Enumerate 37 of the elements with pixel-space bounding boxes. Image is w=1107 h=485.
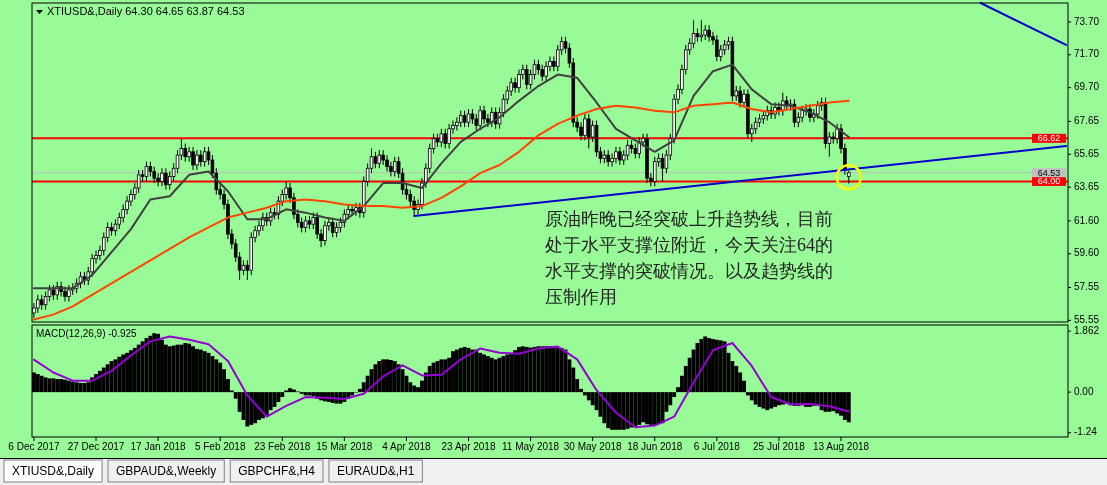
x-tick-label: 6 Dec 2017	[8, 441, 60, 452]
x-tick-label: 5 Feb 2018	[194, 441, 246, 452]
text: GBPCHF&,H4	[238, 464, 316, 478]
y-tick-label: 59.60	[1074, 247, 1100, 259]
text: GBPAUD&,Weekly	[116, 464, 217, 478]
text: EURAUD&,H1	[336, 464, 415, 478]
chart-title: XTIUSD&,Daily 64.30 64.65 63.87 64.53	[47, 5, 245, 17]
y-tick-label: 61.60	[1074, 214, 1100, 226]
y-tick-label: 67.65	[1074, 115, 1100, 127]
y-tick-label: 1.862	[1074, 324, 1100, 336]
chart-title: MACD(12,26,9) -0.925	[36, 328, 138, 339]
x-tick-label: 6 Jul 2018	[693, 441, 741, 452]
ref-line-label: 66.62	[1037, 133, 1061, 144]
x-tick-label: 18 Jun 2018	[627, 441, 683, 452]
x-tick-label: 4 Apr 2018	[382, 441, 432, 452]
x-tick-label: 23 Apr 2018	[441, 441, 496, 452]
x-tick-label: 15 Mar 2018	[316, 441, 373, 452]
ref-line-label: 64.53	[1037, 167, 1061, 178]
x-tick-label: 25 Jul 2018	[753, 441, 806, 452]
y-tick-label: 55.55	[1074, 314, 1100, 325]
y-tick-label: 0.00	[1074, 385, 1094, 397]
y-tick-label: -1.24	[1074, 426, 1098, 438]
y-tick-label: 57.55	[1074, 281, 1100, 293]
x-tick-label: 30 May 2018	[563, 441, 623, 452]
y-tick-label: 73.70	[1074, 15, 1100, 27]
text: XTIUSD&,Daily	[12, 464, 95, 478]
y-tick-label: 63.65	[1074, 180, 1100, 192]
x-tick-label: 13 Aug 2018	[812, 441, 870, 452]
x-tick-label: 23 Feb 2018	[254, 441, 311, 452]
x-tick-label: 17 Jan 2018	[130, 441, 187, 452]
y-tick-label: 71.70	[1074, 48, 1100, 60]
y-tick-label: 65.65	[1074, 147, 1100, 159]
x-tick-label: 27 Dec 2017	[67, 441, 125, 452]
annotation: 原油昨晚已经突破上升趋势线，目前处于水平支撑位附近，今天关注64的水平支撑的突破情况。以及趋势线的压制作用	[545, 208, 834, 309]
x-tick-label: 11 May 2018	[502, 441, 560, 452]
ref-line-label: 64.00	[1037, 176, 1061, 187]
y-tick-label: 69.70	[1074, 81, 1100, 93]
